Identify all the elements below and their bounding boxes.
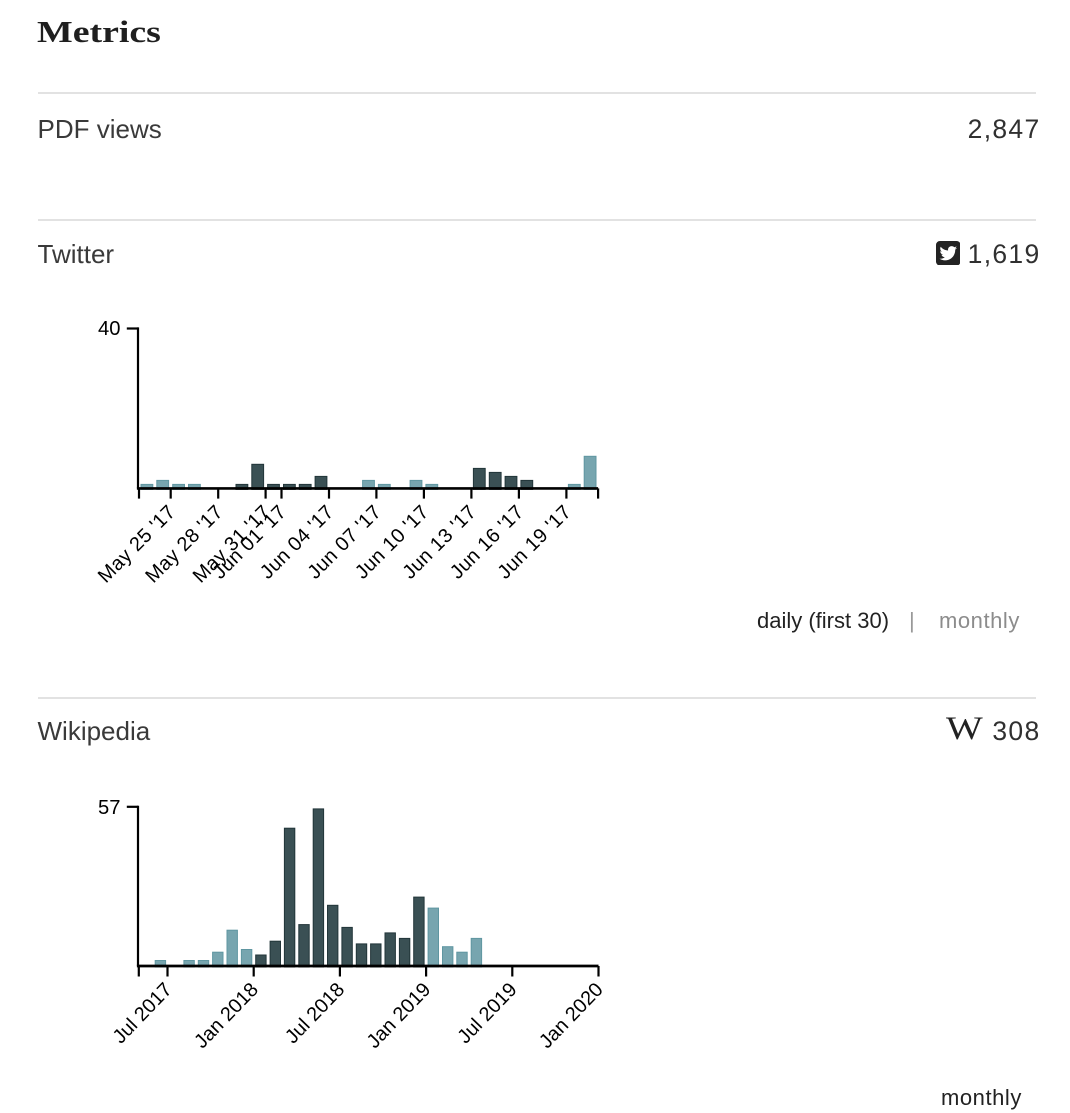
svg-text:Jul 2017: Jul 2017 [109,979,177,1048]
svg-text:Jul 2018: Jul 2018 [281,979,349,1048]
svg-text:Jan 2020: Jan 2020 [535,979,608,1053]
svg-text:Jan 2019: Jan 2019 [363,979,436,1053]
svg-text:Jan 2018: Jan 2018 [190,979,263,1053]
svg-text:57: 57 [98,797,120,819]
svg-text:40: 40 [98,318,120,340]
svg-text:Jul 2019: Jul 2019 [453,979,521,1048]
